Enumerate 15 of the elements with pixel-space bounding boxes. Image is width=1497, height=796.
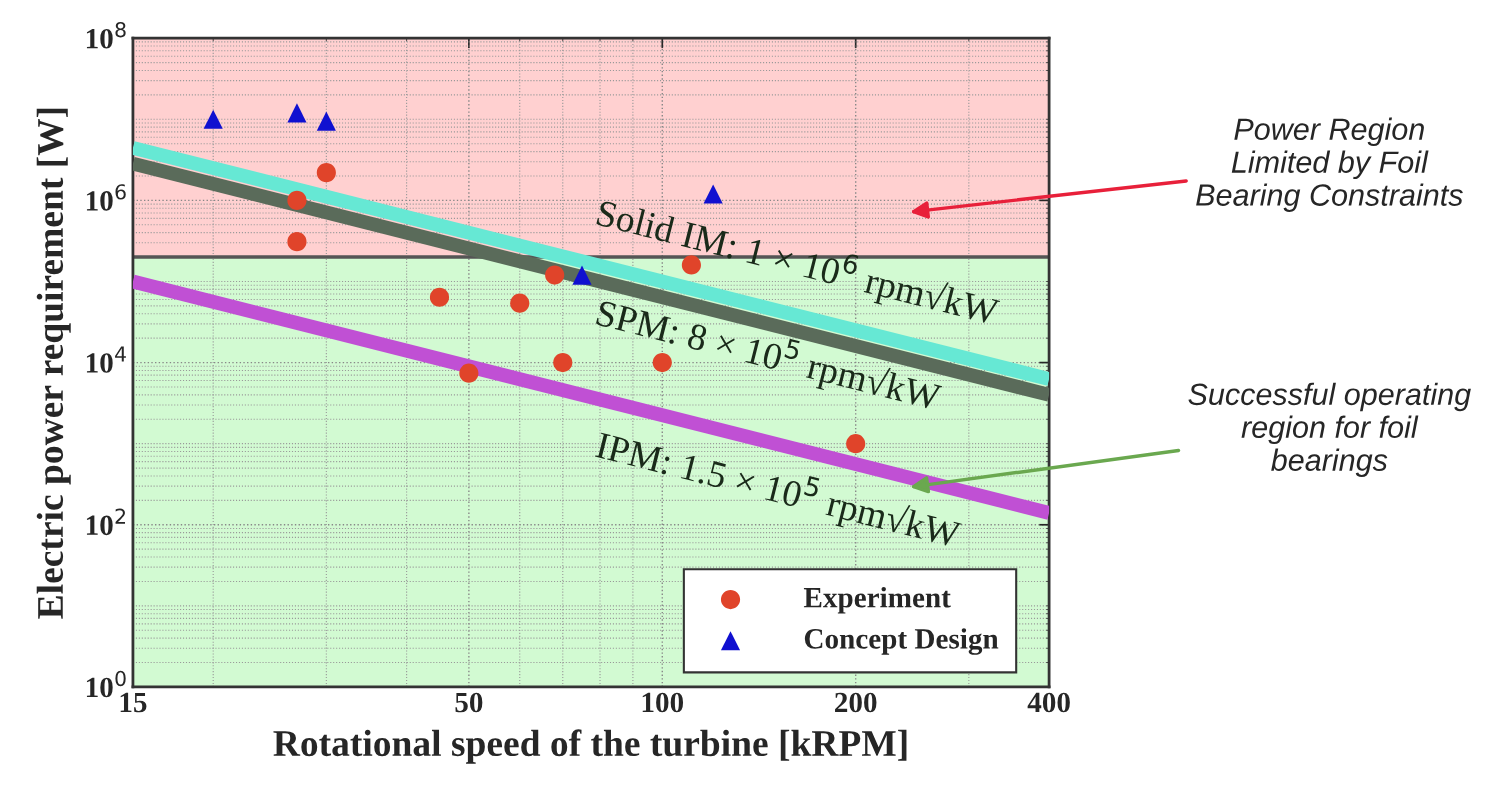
x-tick-label: 400 bbox=[1027, 692, 1070, 713]
text: Successful operating region for foil bearings bbox=[1188, 382, 1471, 477]
legend-label: Concept Design bbox=[804, 628, 999, 655]
x-tick-label: 100 bbox=[642, 692, 684, 713]
y-axis-title: Electric power requirement [W] bbox=[36, 108, 71, 619]
y-tick-label: 10$^{4}$ bbox=[86, 346, 126, 373]
x-tick-label: 200 bbox=[835, 692, 877, 713]
annotation: IPM: 1.5 × 10$^{5}$ rpm√kW bbox=[593, 424, 964, 556]
text: Power Region Limited by Foil Bearing Constraints bbox=[1196, 117, 1463, 212]
x-tick-label: 50 bbox=[455, 692, 483, 713]
legend-label: Experiment bbox=[803, 586, 951, 614]
y-tick-label: 10$^{2}$ bbox=[86, 508, 126, 536]
y-tick-label: 10$^{6}$ bbox=[86, 184, 126, 211]
y-tick-label: 10$^{8}$ bbox=[86, 21, 126, 49]
x-axis-title: Rotational speed of the turbine [kRPM] bbox=[273, 729, 907, 764]
